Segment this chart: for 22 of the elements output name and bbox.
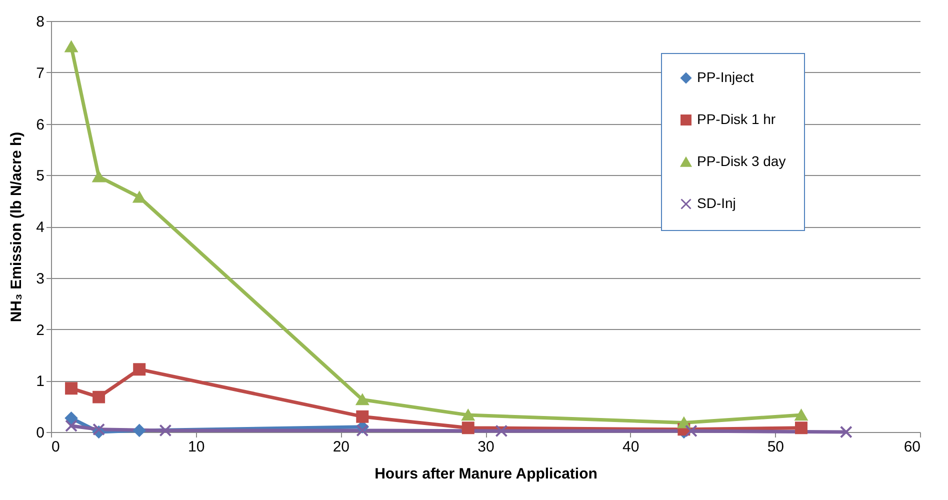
y-tick-label: 1: [36, 373, 44, 390]
y-tick-label: 3: [36, 270, 44, 288]
x-tick-label: 40: [622, 438, 640, 456]
x-tick-label: 20: [332, 438, 350, 456]
x-tick-label: 0: [52, 438, 60, 456]
y-tick-label: 5: [36, 168, 44, 185]
legend-label: PP-Disk 3 day: [697, 153, 786, 169]
x-tick-label: 50: [767, 438, 784, 456]
x-axis-title: Hours after Manure Application: [374, 466, 598, 482]
legend-label: PP-Inject: [697, 69, 754, 85]
y-tick-label: 6: [36, 116, 44, 134]
y-axis-title: NH₃ Emission (lb N/acre h): [8, 132, 26, 322]
y-tick-label: 8: [36, 14, 44, 30]
x-tick-label: 30: [478, 438, 494, 456]
legend-label: PP-Disk 1 hr: [697, 111, 776, 127]
y-tick-label: 0: [36, 424, 44, 442]
legend-label: SD-Inj: [697, 195, 736, 211]
y-tick-label: 2: [36, 322, 44, 339]
x-tick-label: 60: [904, 438, 920, 456]
y-tick-label: 7: [36, 64, 44, 82]
y-tick-label: 4: [36, 219, 44, 236]
x-tick-label: 10: [188, 438, 205, 456]
